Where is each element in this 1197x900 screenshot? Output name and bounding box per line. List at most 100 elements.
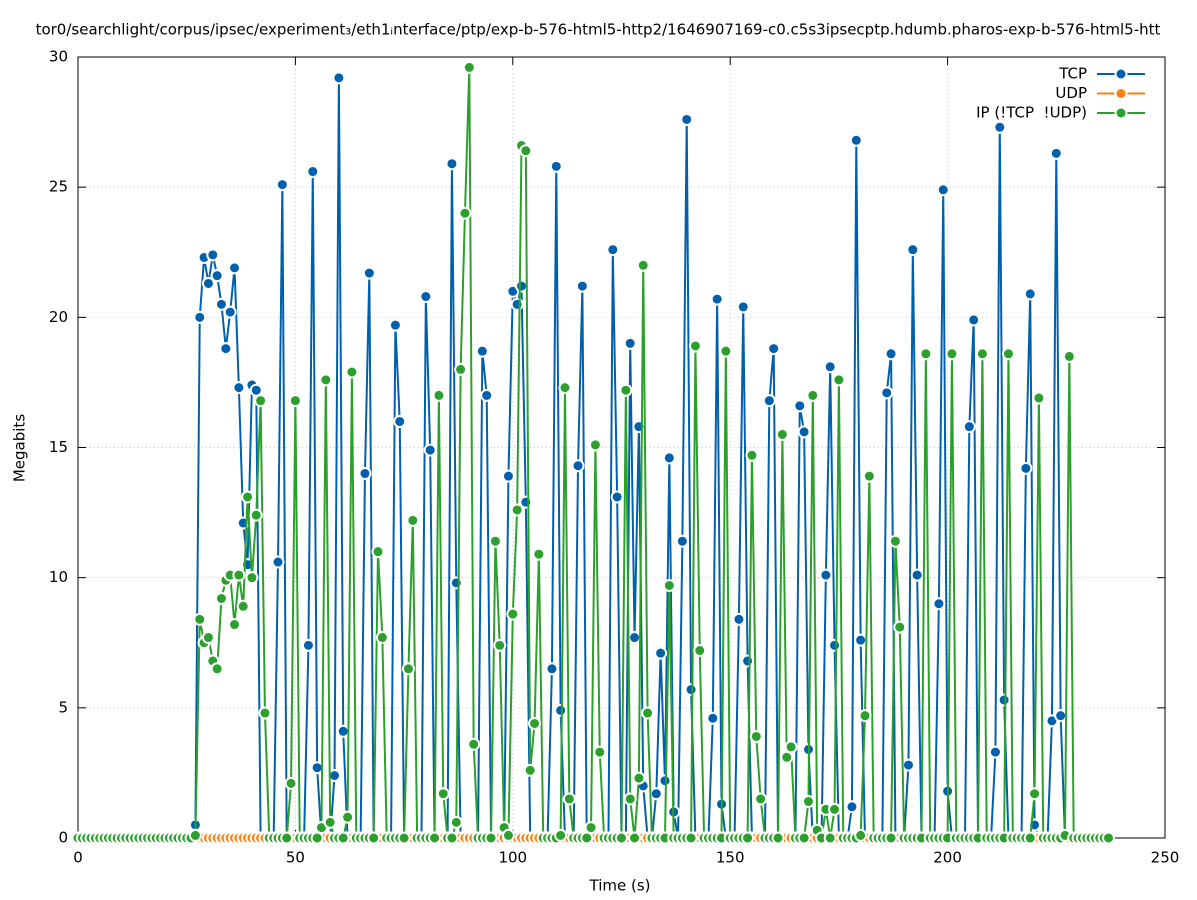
data-point xyxy=(462,60,476,74)
data-point xyxy=(454,362,468,376)
data-point xyxy=(367,831,381,845)
data-point xyxy=(319,373,333,387)
data-point xyxy=(615,831,628,845)
data-point xyxy=(362,266,376,280)
data-point xyxy=(623,792,637,806)
data-point xyxy=(275,178,289,192)
data-point xyxy=(797,425,811,439)
data-point xyxy=(749,729,763,743)
y-tick-label: 10 xyxy=(49,568,68,586)
data-point xyxy=(232,381,246,395)
data-point xyxy=(706,711,720,725)
data-point xyxy=(223,305,237,319)
data-point xyxy=(623,336,637,350)
data-point xyxy=(288,394,302,408)
data-point xyxy=(1019,461,1033,475)
data-point xyxy=(301,638,315,652)
data-point xyxy=(767,342,781,356)
data-point xyxy=(232,568,246,582)
data-point xyxy=(1062,349,1076,363)
data-point xyxy=(801,795,815,809)
data-point xyxy=(241,490,255,504)
data-point xyxy=(828,802,842,816)
x-tick-label: 250 xyxy=(1151,849,1180,867)
data-point xyxy=(210,662,224,676)
legend-marker xyxy=(1114,106,1128,120)
data-point xyxy=(823,831,837,845)
data-point xyxy=(780,750,794,764)
x-tick-label: 150 xyxy=(716,849,745,867)
y-axis-label: Megabits xyxy=(11,414,29,482)
data-point xyxy=(736,300,750,314)
data-point xyxy=(501,828,515,842)
data-point xyxy=(901,758,915,772)
data-point xyxy=(336,724,350,738)
data-point xyxy=(823,360,837,374)
data-point xyxy=(806,388,820,402)
legend-marker xyxy=(1114,87,1128,100)
data-point xyxy=(775,427,789,441)
data-point xyxy=(854,633,868,647)
data-point xyxy=(458,206,472,220)
data-point xyxy=(693,644,707,658)
data-point xyxy=(428,831,442,845)
data-point xyxy=(628,631,642,645)
data-point xyxy=(210,269,224,283)
data-point xyxy=(619,383,633,397)
legend-marker xyxy=(1114,67,1128,81)
x-tick-label: 200 xyxy=(933,849,962,867)
series xyxy=(71,60,1115,845)
data-point xyxy=(193,612,207,626)
data-point xyxy=(545,662,559,676)
data-point xyxy=(688,339,702,353)
x-tick-label: 0 xyxy=(73,849,83,867)
y-tick-label: 25 xyxy=(49,178,68,196)
data-point xyxy=(532,547,546,561)
data-point xyxy=(249,508,263,522)
data-point xyxy=(710,292,724,306)
data-point xyxy=(588,438,602,452)
data-point xyxy=(819,568,833,582)
data-point xyxy=(828,638,842,652)
data-point xyxy=(236,599,250,613)
data-point xyxy=(375,631,389,645)
y-tick-label: 5 xyxy=(58,698,68,716)
data-point xyxy=(684,683,698,697)
data-point xyxy=(254,394,268,408)
data-point xyxy=(628,831,642,845)
data-point xyxy=(280,831,294,845)
data-point xyxy=(214,297,228,311)
data-point xyxy=(919,347,933,361)
data-point xyxy=(797,831,811,845)
data-point xyxy=(858,709,872,723)
data-point xyxy=(832,373,846,387)
data-point xyxy=(584,821,598,835)
data-point xyxy=(741,654,755,668)
data-point xyxy=(654,646,668,660)
data-point xyxy=(649,787,663,801)
data-point xyxy=(680,112,694,126)
legend-label: TCP xyxy=(1058,65,1087,83)
data-point xyxy=(341,810,355,824)
data-point xyxy=(1028,787,1042,801)
data-point xyxy=(575,279,589,293)
data-point xyxy=(967,313,981,327)
data-point xyxy=(754,792,768,806)
data-point xyxy=(271,555,285,569)
data-point xyxy=(719,344,733,358)
data-point xyxy=(641,706,655,720)
x-tick-label: 100 xyxy=(498,849,527,867)
data-point xyxy=(632,771,646,785)
data-point xyxy=(310,761,324,775)
data-point xyxy=(741,831,755,845)
data-point xyxy=(358,467,372,481)
data-point xyxy=(310,831,324,845)
data-point xyxy=(762,394,776,408)
data-point xyxy=(1032,391,1046,405)
data-point xyxy=(1023,831,1037,845)
data-point xyxy=(284,776,298,790)
data-point xyxy=(662,451,676,465)
data-point xyxy=(306,165,320,179)
data-point xyxy=(558,381,572,395)
